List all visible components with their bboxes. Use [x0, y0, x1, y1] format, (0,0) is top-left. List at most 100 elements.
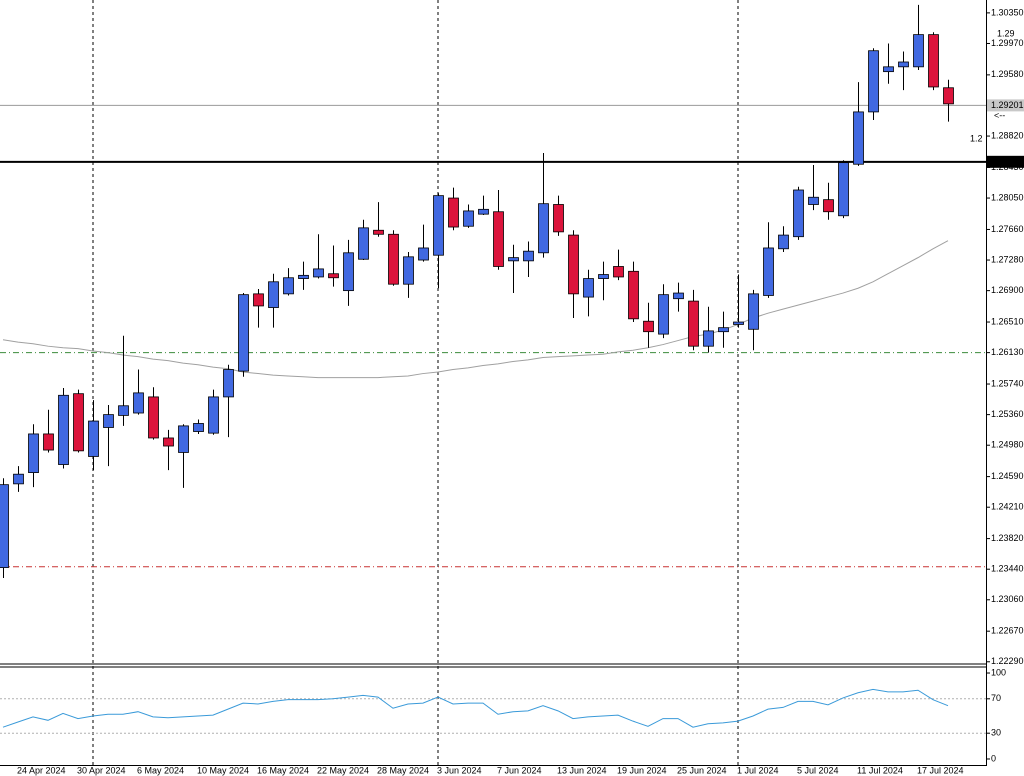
candle-body: [313, 268, 324, 278]
candle-body: [283, 277, 294, 295]
y-tick-label: 1.27280: [991, 254, 1024, 264]
candle-body: [478, 208, 489, 215]
candle-body: [433, 195, 444, 256]
x-tick-label: 25 Jun 2024: [677, 765, 727, 775]
y-tick-label: 1.22290: [991, 656, 1024, 666]
moving-average: [2, 240, 949, 379]
candle-body: [913, 34, 924, 68]
x-tick-label: 7 Jun 2024: [497, 765, 542, 775]
candle-body: [703, 330, 714, 347]
candle-body: [928, 34, 939, 88]
y-tick-label: 1.27660: [991, 224, 1024, 234]
annotations: 1.29 <-- 1.2: [970, 28, 1015, 143]
candle-body: [13, 473, 24, 485]
x-tick-label: 1 Jul 2024: [737, 765, 779, 775]
candle-body: [388, 233, 399, 285]
y-tick-label: 1.28820: [991, 130, 1024, 140]
candle-body: [838, 162, 849, 217]
x-tick-label: 19 Jun 2024: [617, 765, 667, 775]
y-tick-label: 100: [991, 667, 1006, 677]
candle-body: [28, 433, 39, 473]
candle-body: [418, 247, 429, 261]
candle-body: [658, 294, 669, 335]
candle-body: [898, 61, 909, 68]
candle-body: [103, 414, 114, 428]
x-tick-label: 3 Jun 2024: [437, 765, 482, 775]
y-tick-label: 1.24980: [991, 440, 1024, 450]
annotation: 1.2: [970, 133, 983, 143]
candle-body: [118, 405, 129, 416]
y-tick-label: 0: [991, 753, 996, 763]
y-tick-label: 1.25360: [991, 409, 1024, 419]
candle-body: [763, 247, 774, 296]
candle-body: [268, 281, 279, 308]
y-tick-label: 1.26130: [991, 347, 1024, 357]
x-tick-label: 28 May 2024: [377, 765, 429, 775]
candle-body: [328, 273, 339, 279]
y-tick-label: 30: [991, 728, 1001, 738]
candle-body: [163, 437, 174, 447]
y-tick-label: 1.22670: [991, 626, 1024, 636]
y-tick-label: 1.24210: [991, 502, 1024, 512]
y-tick-label: 1.30350: [991, 7, 1024, 17]
candle-body: [883, 66, 894, 73]
y-tick-label: 1.26900: [991, 285, 1024, 295]
x-tick-label: 6 May 2024: [137, 765, 184, 775]
candle-body: [553, 204, 564, 233]
price-label: 1.28500: [991, 156, 1024, 166]
candle-body: [508, 257, 519, 262]
candle-body: [148, 396, 159, 439]
x-tick-label: 17 Jul 2024: [917, 765, 964, 775]
price-label: 1.29201: [991, 100, 1024, 110]
candle-body: [403, 256, 414, 285]
candle-body: [88, 420, 99, 457]
y-tick-label: 1.24590: [991, 471, 1024, 481]
candle-body: [643, 320, 654, 333]
candle-body: [688, 300, 699, 347]
y-tick-label: 1.29970: [991, 38, 1024, 48]
y-tick-label: 1.25740: [991, 378, 1024, 388]
y-tick-label: 1.26510: [991, 316, 1024, 326]
candle-body: [733, 321, 744, 325]
candle-body: [718, 327, 729, 333]
candle-body: [43, 433, 54, 451]
y-tick-label: 1.23440: [991, 564, 1024, 574]
candle-body: [583, 278, 594, 298]
candle-body: [253, 293, 264, 307]
y-tick-label: 1.29580: [991, 69, 1024, 79]
x-tick-label: 24 Apr 2024: [17, 765, 66, 775]
candle-body: [868, 50, 879, 113]
y-tick-label: 1.23060: [991, 594, 1024, 604]
candle-body: [673, 292, 684, 300]
candle-body: [748, 293, 759, 330]
candle-body: [568, 234, 579, 295]
x-tick-label: 30 Apr 2024: [77, 765, 126, 775]
candle-body: [358, 227, 369, 260]
candle-body: [778, 234, 789, 250]
candle-body: [523, 250, 534, 262]
candle-body: [193, 423, 204, 432]
x-tick-label: 22 May 2024: [317, 765, 369, 775]
x-tick-label: 5 Jul 2024: [797, 765, 839, 775]
candle-body: [943, 87, 954, 105]
annotation: 1.29: [997, 28, 1015, 38]
candle-body: [493, 211, 504, 267]
candle-body: [598, 274, 609, 279]
candle-body: [808, 196, 819, 205]
y-tick-label: 1.23820: [991, 533, 1024, 543]
candle-body: [373, 229, 384, 235]
x-tick-label: 13 Jun 2024: [557, 765, 607, 775]
candle-body: [613, 266, 624, 278]
x-tick-label: 10 May 2024: [197, 765, 249, 775]
annotation: <--: [994, 110, 1005, 120]
candle-body: [223, 369, 234, 398]
candle-body: [628, 270, 639, 320]
price-label-box: [987, 155, 1024, 168]
candle-body: [58, 394, 69, 465]
candle-body: [538, 203, 549, 254]
y-tick-label: 70: [991, 693, 1001, 703]
indicator-line: [2, 688, 949, 728]
candle-body: [823, 199, 834, 213]
